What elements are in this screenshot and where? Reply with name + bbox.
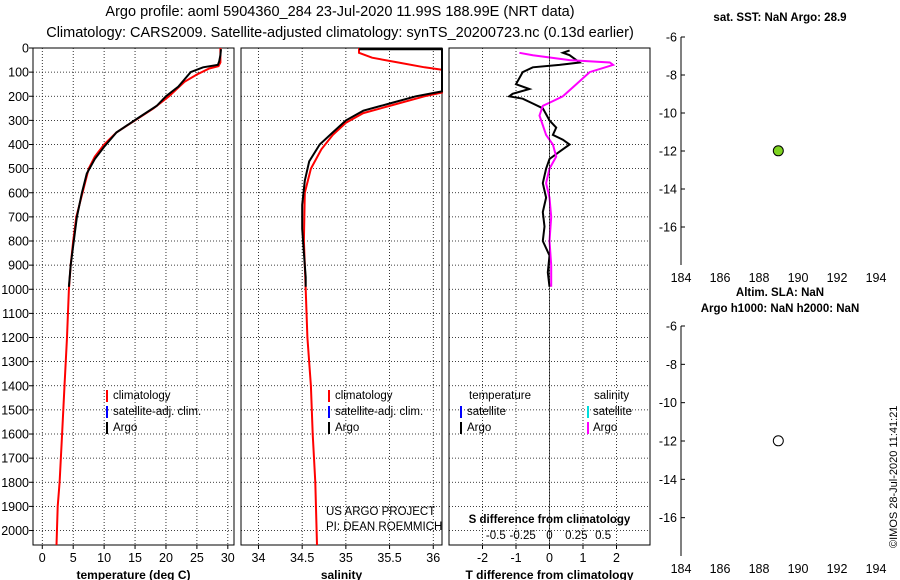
sst-map-xtick-label: 186	[710, 271, 731, 285]
sal-xtick-label: 35	[339, 551, 353, 565]
diff-xtick2-label: -0.5	[486, 530, 506, 542]
sla-map-xtick-label: 188	[749, 562, 770, 576]
temp-xtick-label: 15	[128, 551, 142, 565]
pressure-tick-label: 500	[8, 162, 29, 176]
chart-title-line2: Climatology: CARS2009. Satellite-adjuste…	[46, 25, 634, 41]
sst-map-ytick-label: -8	[666, 69, 677, 83]
diff-xtick-label: 2	[613, 551, 620, 565]
diff-xtick2-label: 0.25	[565, 530, 587, 542]
pressure-tick-label: 1800	[1, 476, 29, 490]
diff-xtick-label: -2	[477, 551, 488, 565]
temp-xtick-label: 25	[190, 551, 204, 565]
sla-map-ytick-label: -14	[659, 473, 677, 487]
sla-map-ytick-label: -12	[659, 435, 677, 449]
pressure-tick-label: 1700	[1, 452, 29, 466]
sla-panel-title-2: Argo h1000: NaN h2000: NaN	[700, 303, 860, 315]
pressure-tick-label: 300	[8, 114, 29, 128]
diff-xtick-label: 1	[580, 551, 587, 565]
pressure-tick-label: 1400	[1, 379, 29, 393]
sal-legend-label: Argo	[335, 422, 359, 434]
pressure-tick-label: 1000	[1, 283, 29, 297]
sst-map-ytick-label: -6	[666, 31, 677, 45]
pressure-tick-label: 100	[8, 66, 29, 80]
temp-xtick-label: 30	[221, 551, 235, 565]
temp-xtick-label: 20	[159, 551, 173, 565]
pressure-tick-label: 1900	[1, 500, 29, 514]
pressure-tick-label: 1300	[1, 355, 29, 369]
temp-series-argo	[67, 49, 222, 287]
sal-xtick-label: 35.5	[377, 551, 401, 565]
sla-map-xtick-label: 194	[866, 562, 887, 576]
sla-map-xtick-label: 190	[788, 562, 809, 576]
diff-legend-header-temperature: temperature	[469, 390, 531, 402]
sal-xtick-label: 34.5	[290, 551, 314, 565]
sst-map-ytick-label: -12	[659, 145, 677, 159]
sst-map-xtick-label: 184	[671, 271, 692, 285]
sla-map-xtick-label: 192	[827, 562, 848, 576]
diff-xtick-label: 0	[546, 551, 553, 565]
pressure-tick-label: 1200	[1, 331, 29, 345]
pressure-tick-label: 1500	[1, 403, 29, 417]
diff-series-s-argo---clim	[519, 51, 616, 287]
pressure-tick-label: 0	[22, 42, 29, 56]
credit-project: US ARGO PROJECT	[326, 506, 435, 518]
sal-series-climatology	[302, 48, 443, 546]
sst-map-xtick-label: 188	[749, 271, 770, 285]
temp-xtick-label: 5	[70, 551, 77, 565]
diff-legend-header-salinity: salinity	[594, 390, 629, 402]
diff-xtick-label: -1	[510, 551, 521, 565]
sst-panel-title: sat. SST: NaN Argo: 28.9	[713, 12, 847, 24]
pressure-tick-label: 1100	[2, 307, 29, 321]
sst-map-ytick-label: -14	[659, 183, 677, 197]
sst-map-argo-location-marker	[772, 145, 784, 157]
sal-xtick-label: 34	[252, 551, 266, 565]
sla-map-ytick-label: -8	[666, 358, 677, 372]
diff-legend-label: satellite	[467, 406, 506, 418]
pressure-tick-label: 200	[8, 90, 29, 104]
sal-xtick-label: 36	[426, 551, 440, 565]
sla-panel-title-1: Altim. SLA: NaN	[735, 287, 825, 299]
temp-xlabel: temperature (deg C)	[76, 568, 190, 580]
sla-map-xtick-label: 186	[710, 562, 731, 576]
sal-xlabel: salinity	[321, 568, 363, 580]
temp-plot-frame	[32, 47, 235, 546]
sst-map-xtick-label: 190	[788, 271, 809, 285]
sla-map-ytick-label: -10	[659, 396, 677, 410]
temp-xtick-label: 0	[39, 551, 46, 565]
diff-xlabel: T difference from climatology	[465, 568, 633, 580]
sal-legend-label: climatology	[335, 390, 393, 402]
pressure-tick-label: 700	[8, 210, 29, 224]
temp-legend-label: Argo	[113, 422, 137, 434]
diff-xtick2-label: -0.25	[510, 530, 536, 542]
sla-map-argo-location-marker	[772, 435, 784, 447]
sal-series-argo	[301, 48, 443, 287]
diff-legend-label: satellite	[593, 406, 632, 418]
diff-legend-label: Argo	[593, 422, 617, 434]
diff-xtick2-label: 0.5	[595, 530, 611, 542]
sal-legend-label: satellite-adj. clim.	[335, 406, 423, 418]
temp-xtick-label: 10	[97, 551, 111, 565]
temp-legend-label: satellite-adj. clim.	[113, 406, 201, 418]
sla-map-ytick-label: -6	[666, 320, 677, 334]
sst-map-ytick-label: -10	[659, 107, 677, 121]
sal-plot-frame	[240, 47, 443, 546]
sst-map-xtick-label: 194	[866, 271, 887, 285]
pressure-tick-label: 600	[8, 186, 29, 200]
temp-series-climatology	[55, 48, 222, 546]
sst-map-xtick-label: 192	[827, 271, 848, 285]
pressure-tick-label: 900	[8, 259, 29, 273]
credit-pi: PI: DEAN ROEMMICH	[326, 521, 442, 533]
sla-map-xtick-label: 184	[671, 562, 692, 576]
sst-map-ytick-label: -16	[659, 221, 677, 235]
pressure-tick-label: 1600	[1, 428, 29, 442]
pressure-tick-label: 400	[8, 138, 29, 152]
diff-legend-label: Argo	[467, 422, 491, 434]
sla-map-ytick-label: -16	[659, 511, 677, 525]
pressure-tick-label: 800	[8, 235, 29, 249]
temp-legend-label: climatology	[113, 390, 171, 402]
chart-title-line1: Argo profile: aoml 5904360_284 23-Jul-20…	[105, 4, 575, 20]
pressure-tick-label: 2000	[1, 524, 29, 538]
